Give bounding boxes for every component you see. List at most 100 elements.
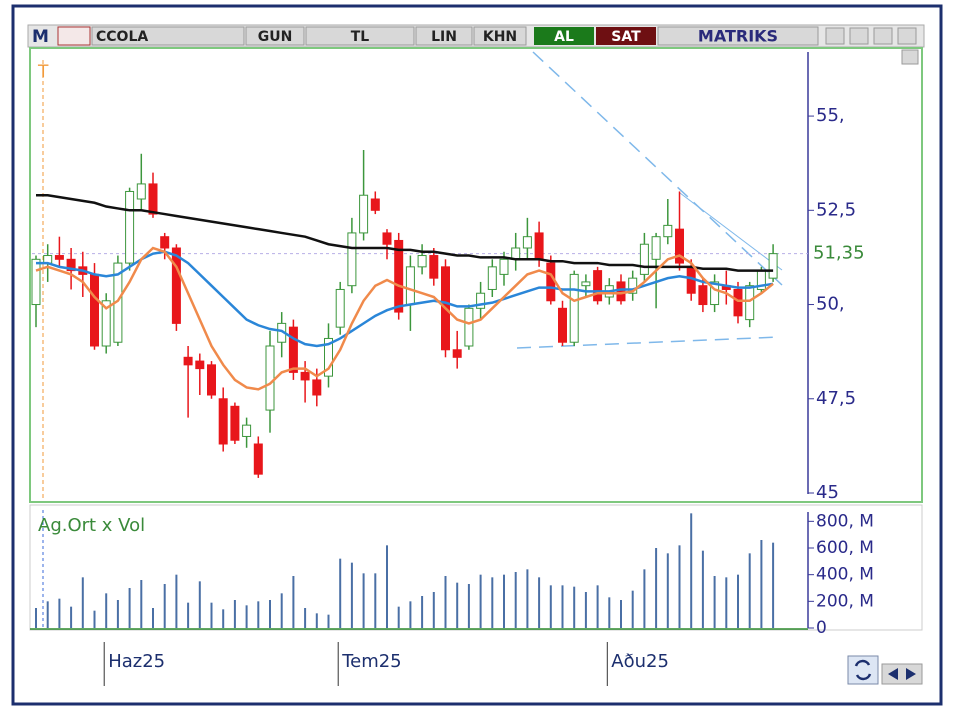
candle-body — [733, 288, 743, 317]
button[interactable] — [415, 26, 473, 46]
volume-bar — [526, 569, 529, 628]
y-tick-label: 45 — [816, 482, 839, 503]
candle-body — [359, 194, 369, 234]
volume-bar — [350, 562, 353, 628]
volume-bar — [690, 513, 693, 628]
volume-bar — [596, 585, 599, 628]
candle-body — [663, 224, 673, 238]
candle-body — [183, 356, 193, 366]
volume-bar — [737, 574, 739, 628]
volume-bar — [58, 598, 61, 628]
window-button[interactable] — [825, 27, 845, 45]
candle-body — [242, 424, 252, 437]
candle-body — [569, 273, 579, 343]
volume-bar — [561, 585, 564, 628]
candle-body — [288, 326, 298, 373]
button-label[interactable]: KHN — [483, 29, 517, 45]
volume-bar — [128, 588, 131, 628]
volume-bar — [608, 597, 611, 628]
candle-body — [230, 405, 240, 441]
volume-bar — [210, 602, 213, 628]
volume-bar — [479, 574, 482, 628]
candle-body — [31, 258, 41, 306]
volume-bar — [198, 581, 201, 628]
volume-bar — [222, 609, 225, 628]
volume-bar — [491, 577, 494, 628]
candle-body — [522, 236, 532, 249]
candle-body — [101, 300, 111, 347]
volume-bar — [245, 605, 248, 628]
candle-body — [394, 239, 404, 313]
buy-button[interactable] — [534, 27, 594, 45]
candle-body — [534, 232, 544, 260]
symbol-box[interactable] — [91, 26, 245, 46]
candle-body — [745, 285, 755, 321]
volume-bar — [760, 540, 763, 628]
volume-bar — [538, 577, 541, 628]
volume-bar — [93, 610, 96, 628]
volume-bar — [701, 550, 704, 628]
volume-bar — [421, 596, 424, 628]
candle-body — [265, 345, 275, 411]
window-button[interactable] — [897, 27, 917, 45]
volume-bar — [187, 602, 190, 628]
buy-label[interactable]: AL — [554, 29, 574, 45]
x-tick-label: Aðu25 — [611, 651, 669, 672]
arrow-icons — [888, 668, 916, 680]
pane-button[interactable] — [901, 49, 919, 65]
menu-button[interactable]: M — [32, 27, 49, 47]
volume-bar — [257, 601, 260, 628]
volume-bar — [397, 606, 400, 628]
volume-bar — [456, 582, 459, 628]
volume-bar — [620, 600, 622, 628]
symbol-icon[interactable] — [57, 26, 91, 46]
sell-label[interactable]: SAT — [611, 29, 641, 45]
candle-body — [66, 258, 76, 272]
candle-body — [370, 198, 380, 211]
symbol[interactable]: CCOLA — [96, 29, 148, 45]
button-label[interactable]: GUN — [258, 29, 293, 45]
brand: MATRIKS — [698, 27, 778, 46]
window-button[interactable] — [873, 27, 893, 45]
last-price-label: 51,35 — [813, 243, 865, 264]
trend-line — [532, 51, 783, 286]
volume-bar — [292, 576, 295, 628]
volume-bar — [35, 608, 37, 628]
candle-body — [464, 307, 474, 347]
button-label[interactable]: TL — [351, 29, 370, 45]
moving-average — [36, 193, 774, 272]
volume-bar — [409, 601, 412, 628]
volume-bar — [584, 592, 587, 628]
candle-body — [581, 281, 591, 287]
candle-body — [195, 360, 205, 370]
button[interactable] — [305, 26, 415, 46]
candle-body — [382, 232, 392, 245]
sync-icon — [854, 659, 872, 681]
annotation: T — [37, 62, 49, 82]
volume-bar — [432, 592, 435, 628]
volume-bar — [140, 580, 143, 628]
button[interactable] — [245, 26, 305, 46]
candle-body — [593, 270, 603, 302]
candle-body — [616, 281, 626, 302]
y-tick-label: 52,5 — [816, 199, 856, 220]
scroll-buttons[interactable] — [881, 663, 923, 685]
candle-body — [675, 228, 684, 264]
sell-button[interactable] — [596, 27, 656, 45]
candle-body — [499, 258, 509, 275]
candle-body — [335, 288, 345, 328]
candle-body — [253, 443, 263, 475]
volume-bar — [678, 545, 681, 628]
x-tick-label: Tem25 — [341, 651, 401, 672]
moving-average — [36, 250, 774, 348]
volume-bar — [233, 600, 236, 628]
candle-body — [218, 398, 228, 445]
button-label[interactable]: LIN — [431, 29, 457, 45]
button[interactable] — [473, 26, 527, 46]
window-button[interactable] — [849, 27, 869, 45]
candle-body — [148, 183, 158, 215]
candle-body — [125, 190, 135, 264]
trend-line — [679, 192, 783, 271]
price-pane — [29, 47, 923, 503]
